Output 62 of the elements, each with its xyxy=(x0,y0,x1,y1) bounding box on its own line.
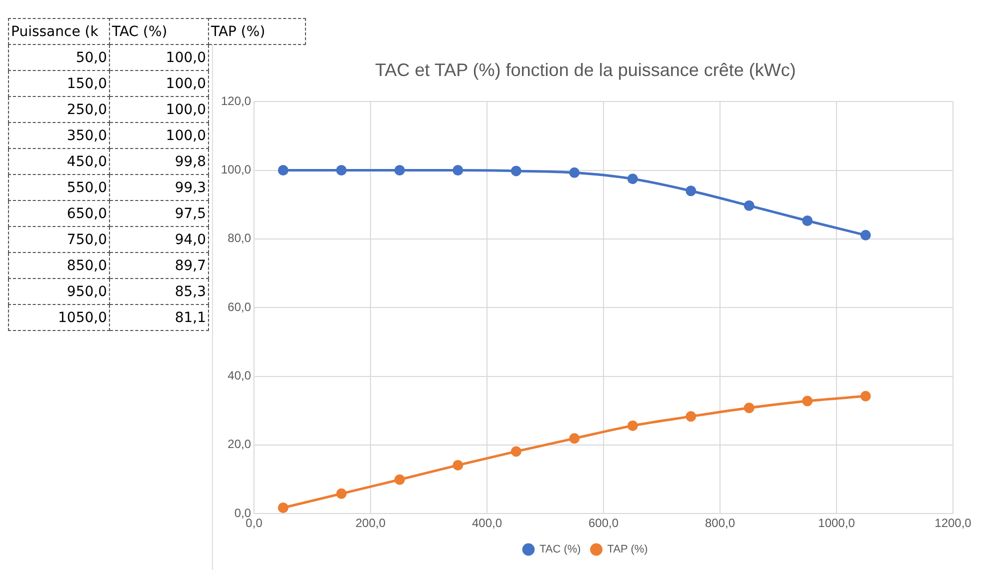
text: 450,0 xyxy=(8,148,110,174)
x-tick-label: 1000,0 xyxy=(818,516,856,530)
x-tick-label: 1200,0 xyxy=(934,516,972,530)
text: 89,7 xyxy=(110,252,208,278)
text: 99,8 xyxy=(110,148,208,174)
point xyxy=(744,200,754,211)
point xyxy=(336,488,347,499)
text: 650,0 xyxy=(8,200,110,226)
point xyxy=(860,230,871,240)
point xyxy=(686,186,696,196)
text: 100,0 xyxy=(110,122,208,148)
text: 250,0 xyxy=(8,96,110,122)
text: 100,0 xyxy=(110,70,208,96)
point xyxy=(686,411,696,422)
x-tick-label: 600,0 xyxy=(588,516,619,530)
text: 150,0 xyxy=(8,70,110,96)
point xyxy=(802,396,813,406)
point xyxy=(278,502,288,514)
x-tick-label: 200,0 xyxy=(356,516,386,530)
x-tick-label: 400,0 xyxy=(472,516,502,530)
point xyxy=(452,460,464,470)
text: Puissance (k xyxy=(8,18,110,44)
point xyxy=(452,165,464,176)
point xyxy=(627,174,638,184)
text: 50,0 xyxy=(8,44,110,70)
text: 950,0 xyxy=(8,278,110,304)
x-tick-label: 800,0 xyxy=(704,516,736,530)
y-tick-label: 60,0 xyxy=(228,300,252,314)
point xyxy=(569,167,580,178)
text: 97,5 xyxy=(110,200,208,226)
legend-label: TAP (%) xyxy=(607,544,648,556)
point xyxy=(569,433,580,444)
text: 94,0 xyxy=(110,226,208,252)
text: 1050,0 xyxy=(8,304,110,330)
text: 99,3 xyxy=(110,174,208,200)
text: 850,0 xyxy=(8,252,110,278)
text: 100,0 xyxy=(110,44,208,70)
point xyxy=(744,402,754,414)
point xyxy=(802,215,813,226)
text: 81,1 xyxy=(110,304,208,330)
y-tick-label: 20,0 xyxy=(228,437,252,452)
point xyxy=(278,165,288,176)
point xyxy=(627,420,638,431)
text: 550,0 xyxy=(8,174,110,200)
point xyxy=(394,474,405,485)
point xyxy=(336,165,347,176)
text: 350,0 xyxy=(8,122,110,148)
text: 85,3 xyxy=(110,278,208,304)
text: 100,0 xyxy=(110,96,208,122)
y-tick-label: 120,0 xyxy=(221,94,252,108)
point xyxy=(510,166,522,176)
y-tick-label: 80,0 xyxy=(228,231,252,246)
y-tick-label: 100,0 xyxy=(221,162,252,177)
legend-label: TAC (%) xyxy=(539,544,581,556)
text: 750,0 xyxy=(8,226,110,252)
text: TAP (%) xyxy=(208,18,306,44)
y-tick-label: 40,0 xyxy=(228,368,252,383)
point xyxy=(394,165,405,176)
point xyxy=(510,446,522,457)
text: TAC (%) xyxy=(110,18,208,44)
point xyxy=(860,390,871,402)
chart-title: TAC et TAP (%) fonction de la puissance crête (kWc) xyxy=(375,60,796,80)
